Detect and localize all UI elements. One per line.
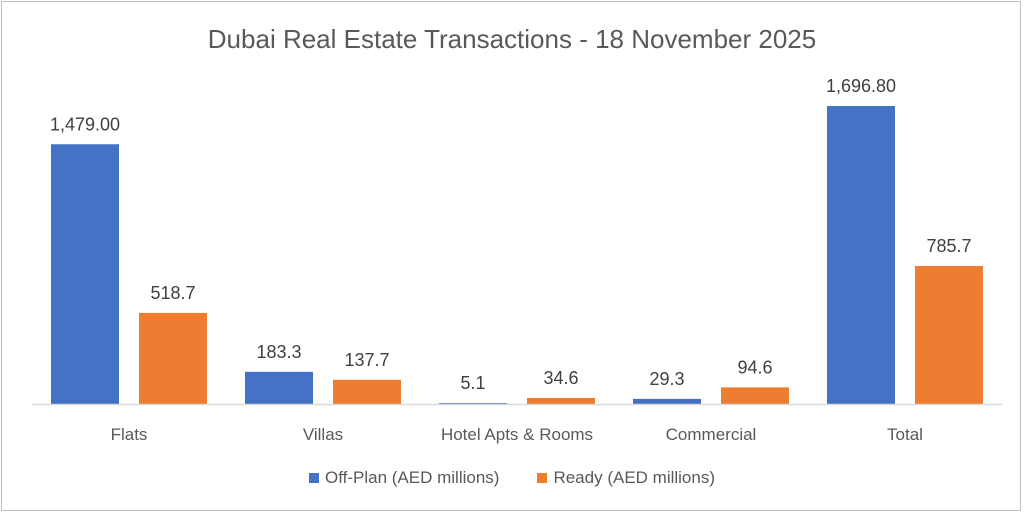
bar-chart-plot: 1,479.00 518.7 Flats 183.3 137.7 Villas 5.1 34.… <box>32 76 1002 444</box>
data-label-villas-ready: 137.7 <box>344 350 389 370</box>
legend-swatch-off-plan <box>309 473 319 483</box>
data-label-commercial-off-plan: 29.3 <box>649 369 684 389</box>
chart-legend: Off-Plan (AED millions) Ready (AED milli… <box>2 468 1022 488</box>
legend-label-off-plan: Off-Plan (AED millions) <box>325 468 500 487</box>
bar-total-off-plan <box>827 106 895 404</box>
chart-title: Dubai Real Estate Transactions - 18 Nove… <box>207 24 817 54</box>
data-label-hotel-apts-rooms-ready: 34.6 <box>543 368 578 388</box>
x-tick-label-flats: Flats <box>111 425 148 444</box>
data-label-total-ready: 785.7 <box>926 236 971 256</box>
bar-flats-ready <box>139 312 207 404</box>
legend-label-ready: Ready (AED millions) <box>553 468 715 487</box>
bar-villas-off-plan <box>245 371 313 404</box>
legend-item-ready: Ready (AED millions) <box>537 468 715 488</box>
x-tick-label-total: Total <box>887 425 923 444</box>
data-label-flats-ready: 518.7 <box>150 283 195 303</box>
legend-swatch-ready <box>537 473 548 483</box>
x-tick-label-commercial: Commercial <box>666 425 757 444</box>
bar-villas-ready <box>333 379 401 404</box>
data-label-hotel-apts-rooms-off-plan: 5.1 <box>460 373 485 393</box>
data-label-commercial-ready: 94.6 <box>737 357 772 377</box>
bar-flats-off-plan <box>51 144 119 404</box>
x-tick-label-hotel-apts-rooms: Hotel Apts & Rooms <box>441 425 593 444</box>
data-label-villas-off-plan: 183.3 <box>256 342 301 362</box>
x-tick-label-villas: Villas <box>303 425 343 444</box>
bar-total-ready <box>915 266 983 404</box>
data-label-total-off-plan: 1,696.80 <box>826 76 896 96</box>
bar-commercial-off-plan <box>633 398 701 404</box>
data-label-flats-off-plan: 1,479.00 <box>50 114 120 134</box>
bar-commercial-ready <box>721 387 789 404</box>
bar-hotel-apts-rooms-off-plan <box>439 403 507 404</box>
bar-hotel-apts-rooms-ready <box>527 397 595 404</box>
legend-item-off-plan: Off-Plan (AED millions) <box>309 468 499 488</box>
